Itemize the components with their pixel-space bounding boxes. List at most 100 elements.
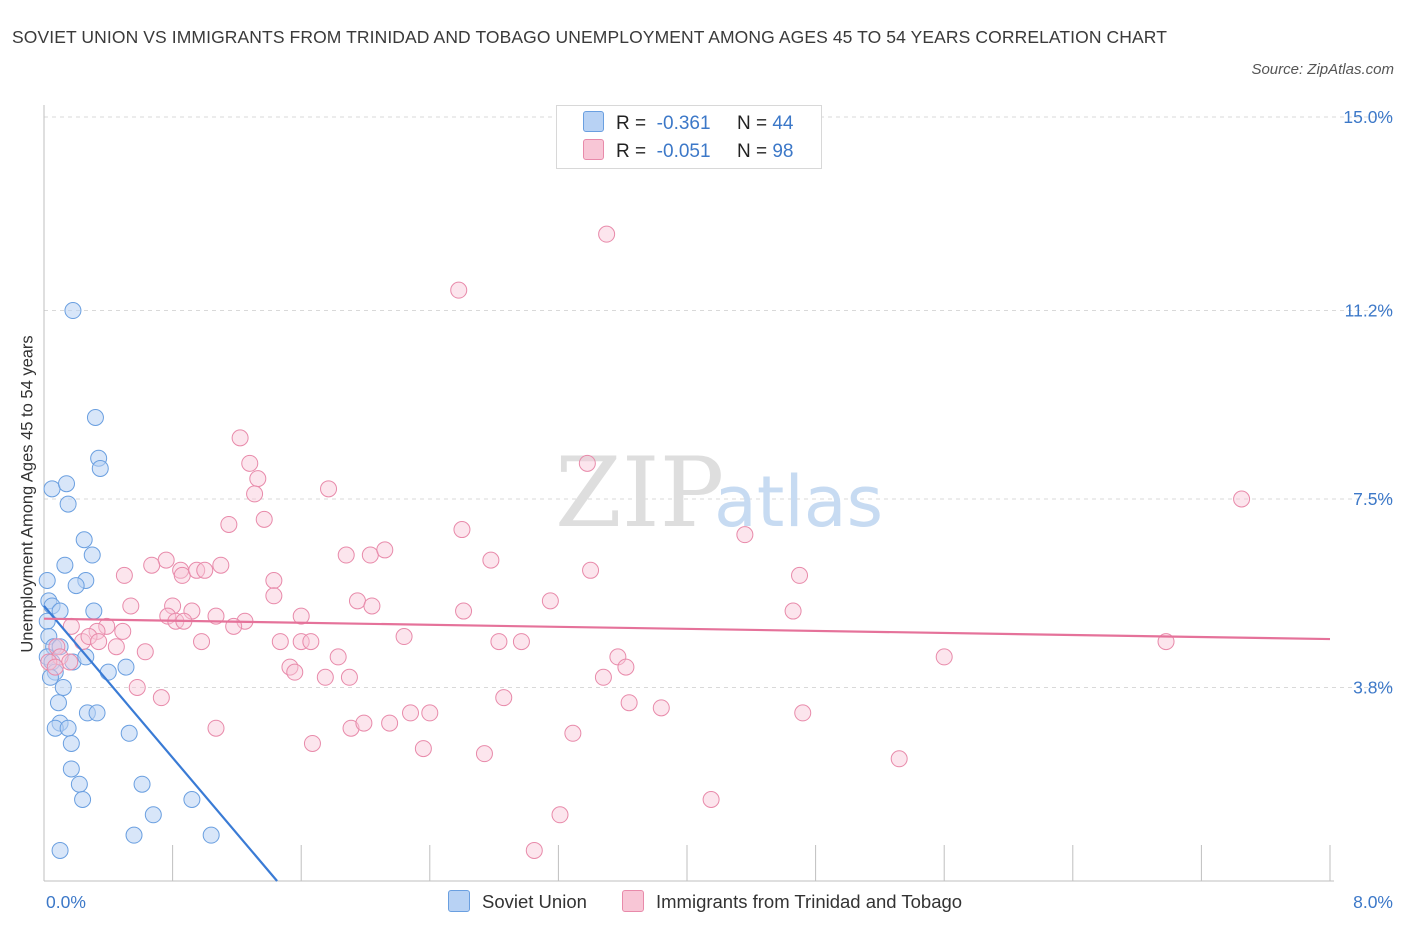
- trinidad-tobago-point: [348, 592, 366, 610]
- data-points: [38, 225, 1251, 859]
- trinidad-tobago-point: [80, 628, 98, 646]
- soviet-union-point: [120, 724, 138, 742]
- trinidad-tobago-point: [791, 566, 809, 584]
- trinidad-tobago-point: [265, 571, 283, 589]
- trinidad-tobago-point: [421, 704, 439, 722]
- trinidad-tobago-point: [578, 454, 596, 472]
- legend-swatch-soviet-union: [583, 111, 604, 132]
- soviet-union-trend-line: [43, 605, 278, 882]
- watermark-atlas: atlas: [714, 461, 883, 543]
- trinidad-tobago-point: [541, 592, 559, 610]
- trinidad-tobago-point: [652, 699, 670, 717]
- soviet-union-point: [85, 602, 103, 620]
- soviet-union-point: [62, 734, 80, 752]
- trinidad-tobago-point: [107, 638, 125, 656]
- trinidad-tobago-trend-line: [43, 617, 1331, 641]
- trinidad-tobago-point: [414, 740, 432, 758]
- trinidad-tobago-point: [329, 648, 347, 666]
- trinidad-tobago-point: [207, 607, 225, 625]
- tick-labels: 3.8% 7.5% 11.2% 15.0% 0.0% 8.0%: [46, 107, 1393, 912]
- trinidad-tobago-point: [241, 454, 259, 472]
- trinidad-tobago-point: [598, 225, 616, 243]
- trinidad-tobago-point: [122, 597, 140, 615]
- trinidad-tobago-point: [512, 633, 530, 651]
- trinidad-tobago-point: [376, 541, 394, 559]
- trinidad-tobago-point: [152, 689, 170, 707]
- r-value-trinidad-tobago: -0.051: [656, 141, 711, 162]
- trinidad-tobago-point: [453, 521, 471, 539]
- soviet-union-point: [99, 663, 117, 681]
- trinidad-tobago-point: [582, 561, 600, 579]
- soviet-union-point: [38, 571, 56, 589]
- soviet-union-point: [202, 826, 220, 844]
- r-label: R =: [616, 113, 647, 134]
- r-label: R =: [616, 141, 647, 162]
- trinidad-tobago-point: [361, 546, 379, 564]
- trinidad-tobago-point: [316, 668, 334, 686]
- trinidad-tobago-point: [207, 719, 225, 737]
- trinidad-tobago-point: [271, 633, 289, 651]
- soviet-union-point: [125, 826, 143, 844]
- legend-swatch-soviet-union: [448, 890, 470, 912]
- trinidad-tobago-point: [736, 526, 754, 544]
- trinidad-tobago-point: [286, 663, 304, 681]
- trinidad-tobago-point: [302, 633, 320, 651]
- trinidad-tobago-point: [128, 678, 146, 696]
- trinidad-tobago-point: [173, 566, 191, 584]
- legend-swatch-trinidad-tobago: [622, 890, 644, 912]
- axes: [43, 105, 1334, 882]
- n-value-trinidad-tobago: 98: [772, 141, 794, 162]
- trinidad-tobago-point: [114, 622, 132, 640]
- trinidad-tobago-point: [794, 704, 812, 722]
- soviet-union-point: [83, 546, 101, 564]
- chart-title: SOVIET UNION VS IMMIGRANTS FROM TRINIDAD…: [12, 27, 1168, 47]
- y-tick-label: 7.5%: [1353, 489, 1393, 509]
- series-legend: Soviet Union Immigrants from Trinidad an…: [0, 889, 1406, 915]
- trinidad-tobago-point: [1233, 490, 1251, 508]
- trinidad-tobago-point: [193, 633, 211, 651]
- trinidad-tobago-point: [363, 597, 381, 615]
- watermark-zip: ZIP: [555, 437, 724, 549]
- trinidad-tobago-point: [115, 566, 133, 584]
- trinidad-tobago-point: [355, 714, 373, 732]
- soviet-union-point: [64, 302, 82, 320]
- soviet-union-point: [56, 556, 74, 574]
- y-tick-label: 11.2%: [1345, 301, 1393, 321]
- soviet-union-point: [91, 459, 109, 477]
- soviet-union-point: [74, 791, 92, 809]
- trinidad-tobago-point: [617, 658, 635, 676]
- trinidad-tobago-point: [157, 551, 175, 569]
- trinidad-tobago-point: [136, 643, 154, 661]
- legend-swatch-trinidad-tobago: [583, 139, 604, 160]
- legend-item-trinidad-tobago: Immigrants from Trinidad and Tobago: [622, 889, 962, 915]
- trinidad-tobago-point: [594, 668, 612, 686]
- soviet-union-point: [144, 806, 162, 824]
- soviet-union-point: [43, 480, 61, 498]
- trinidad-tobago-point: [482, 551, 500, 569]
- n-value-soviet-union: 44: [772, 113, 794, 134]
- n-label: N =: [736, 141, 768, 162]
- trinidad-tobago-point: [342, 719, 360, 737]
- soviet-union-point: [49, 694, 67, 712]
- soviet-union-point: [86, 409, 104, 427]
- trinidad-tobago-point: [281, 658, 299, 676]
- trinidad-tobago-point: [255, 510, 273, 528]
- trinidad-tobago-point: [98, 617, 116, 635]
- soviet-union-point: [70, 775, 88, 793]
- trinidad-tobago-point: [265, 587, 283, 605]
- trinidad-tobago-point: [395, 628, 413, 646]
- trinidad-tobago-point: [220, 515, 238, 533]
- trinidad-tobago-point: [475, 745, 493, 763]
- trinidad-tobago-point: [495, 689, 513, 707]
- soviet-union-point: [183, 791, 201, 809]
- trinidad-tobago-point: [303, 734, 321, 752]
- y-tick-label: 15.0%: [1343, 107, 1393, 127]
- y-tick-label: 3.8%: [1353, 677, 1393, 697]
- trinidad-tobago-point: [46, 658, 64, 676]
- trinidad-tobago-point: [320, 480, 338, 498]
- trinidad-tobago-point: [292, 633, 310, 651]
- trinidad-tobago-point: [702, 791, 720, 809]
- trinidad-tobago-point: [935, 648, 953, 666]
- trinidad-tobago-point: [381, 714, 399, 732]
